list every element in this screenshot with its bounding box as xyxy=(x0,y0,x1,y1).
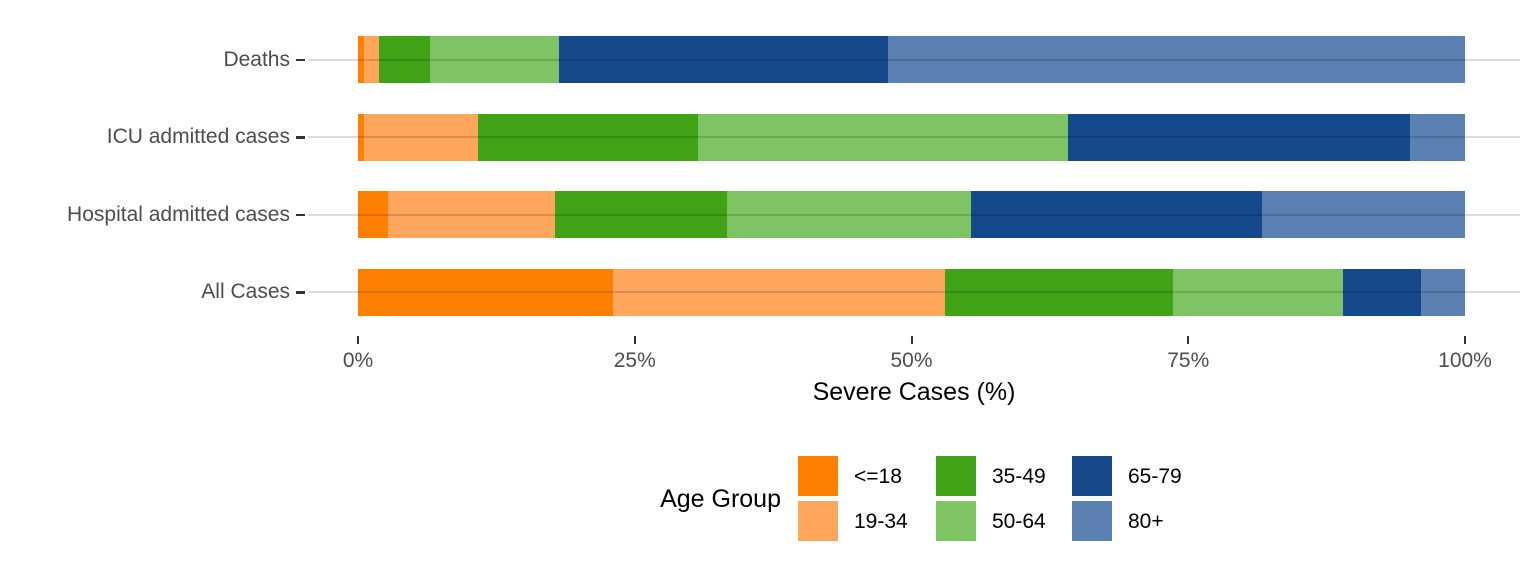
bar-segment xyxy=(379,36,430,83)
bar-segment xyxy=(429,36,560,83)
bar-segment xyxy=(555,191,727,238)
x-axis-tick-label: 75% xyxy=(1167,349,1210,372)
x-axis-tick xyxy=(1187,336,1190,344)
gridline xyxy=(308,291,1520,293)
y-axis-tick xyxy=(296,291,305,294)
legend-key-swatch xyxy=(798,456,838,496)
legend-label: 50-64 xyxy=(992,510,1046,533)
legend-key-swatch xyxy=(936,501,976,541)
bar-segment xyxy=(358,191,388,238)
bar-segment xyxy=(387,191,556,238)
legend-label: 35-49 xyxy=(992,465,1046,488)
y-axis-label: Deaths xyxy=(223,47,290,71)
bar-row xyxy=(358,113,1465,161)
x-axis-tick-label: 100% xyxy=(1438,349,1492,372)
bar-segment xyxy=(1343,268,1421,316)
x-axis-tick xyxy=(910,336,913,344)
bar-segment xyxy=(358,113,364,161)
x-axis-tick-label: 25% xyxy=(613,349,656,372)
legend-label: <=18 xyxy=(854,465,902,488)
bar-segment xyxy=(1067,113,1410,161)
y-axis-label: ICU admitted cases xyxy=(106,125,290,148)
x-axis-tick xyxy=(633,336,636,344)
x-axis-tick-label: 0% xyxy=(342,349,374,372)
legend-label: 19-34 xyxy=(854,510,908,533)
y-axis-tick xyxy=(296,136,305,139)
x-axis-tick xyxy=(1464,336,1466,344)
bar-segment xyxy=(1262,191,1465,238)
bar-segment xyxy=(726,191,972,238)
bar-segment xyxy=(358,36,364,83)
bar-segment xyxy=(358,268,613,316)
x-axis-tick xyxy=(357,336,359,344)
legend-key-swatch xyxy=(1072,501,1112,541)
bar-segment xyxy=(1172,268,1344,316)
y-axis-label: All Cases xyxy=(201,280,290,303)
x-axis-tick-label: 50% xyxy=(890,349,933,372)
legend-label: 65-79 xyxy=(1128,465,1182,488)
bar-segment xyxy=(612,268,945,316)
bar-segment xyxy=(888,36,1465,83)
legend-key-swatch xyxy=(798,501,838,541)
bar-segment xyxy=(697,113,1068,161)
legend-title: Age Group xyxy=(660,485,781,513)
bar-row xyxy=(358,191,1465,238)
bar-row xyxy=(358,268,1465,316)
legend-label: 80+ xyxy=(1128,510,1164,533)
gridline xyxy=(308,213,1520,216)
y-axis-tick xyxy=(296,58,305,61)
gridline xyxy=(308,136,1520,138)
gridline xyxy=(308,58,1520,61)
x-axis-title: Severe Cases (%) xyxy=(812,378,1016,406)
bar-segment xyxy=(944,268,1173,316)
y-axis-tick xyxy=(296,213,305,216)
legend-key-swatch xyxy=(936,456,976,496)
bar-segment xyxy=(1420,268,1465,316)
bar-segment xyxy=(1409,113,1465,161)
bar-segment xyxy=(363,36,380,83)
legend-key-swatch xyxy=(1072,456,1112,496)
bar-segment xyxy=(477,113,698,161)
bar-row xyxy=(358,36,1465,83)
bar-segment xyxy=(363,113,478,161)
bar-segment xyxy=(971,191,1263,238)
y-axis-label: Hospital admitted cases xyxy=(67,202,290,226)
bar-segment xyxy=(559,36,889,83)
